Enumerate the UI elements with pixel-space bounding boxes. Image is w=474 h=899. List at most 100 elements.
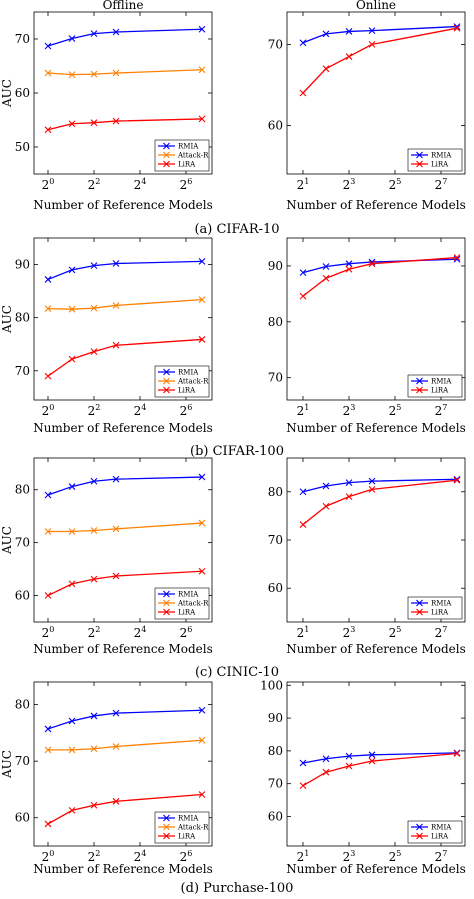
data-point-lira <box>44 126 52 134</box>
data-point-rmia <box>68 266 76 274</box>
subfigure-caption: (d) Purchase-100 <box>181 881 294 896</box>
x-tick-label: 26 <box>180 625 193 640</box>
x-tick-label: 21 <box>297 849 310 864</box>
data-point-lira <box>44 592 52 599</box>
data-point-rmia <box>198 257 206 265</box>
x-tick-label: 23 <box>343 177 356 192</box>
data-point-attack-r <box>44 305 52 313</box>
x-tick-label: 21 <box>297 625 310 640</box>
data-point-rmia <box>90 712 98 720</box>
x-axis-label: Number of Reference Models <box>33 421 213 435</box>
legend-marker <box>416 608 423 616</box>
y-tick-label: 80 <box>268 315 283 329</box>
x-tick-label: 20 <box>42 403 55 418</box>
data-point-attack-r <box>90 70 98 78</box>
legend-label: RMIA <box>431 600 452 608</box>
data-point-rmia <box>90 477 98 485</box>
legend-label: LiRA <box>431 833 449 841</box>
legend-label: RMIA <box>178 143 199 151</box>
y-tick-label: 70 <box>268 37 283 51</box>
data-point-rmia <box>68 717 76 725</box>
data-point-attack-r <box>44 69 52 77</box>
y-tick-label: 60 <box>268 809 283 823</box>
legend-marker <box>416 599 423 607</box>
data-point-attack-r <box>112 525 120 533</box>
data-point-attack-r <box>68 528 76 535</box>
data-point-lira <box>68 580 76 588</box>
data-point-lira <box>299 292 307 300</box>
x-tick-label: 26 <box>180 403 193 418</box>
data-point-rmia <box>322 482 330 490</box>
data-point-lira <box>90 119 98 127</box>
y-tick-label: 90 <box>268 259 283 273</box>
data-point-attack-r <box>112 302 120 309</box>
legend-marker <box>163 814 170 822</box>
data-point-lira <box>345 762 353 770</box>
legend-label: LiRA <box>178 833 196 841</box>
y-tick-label: 70 <box>15 536 30 550</box>
x-tick-label: 25 <box>389 625 402 640</box>
data-point-rmia <box>44 276 52 283</box>
x-tick-label: 25 <box>389 849 402 864</box>
data-point-rmia <box>368 477 376 485</box>
data-point-lira <box>198 567 206 575</box>
data-point-rmia <box>322 755 330 763</box>
data-point-rmia <box>112 709 120 717</box>
chart-panel: 70 80 90 20 22 24 26 Number of Reference Models… <box>0 237 213 435</box>
legend-marker <box>416 823 423 831</box>
plot-frame <box>33 457 213 623</box>
data-point-lira <box>198 791 206 798</box>
data-point-rmia <box>198 473 206 481</box>
legend-label: LiRA <box>178 609 196 617</box>
x-tick-label: 26 <box>180 849 193 864</box>
x-tick-label: 25 <box>389 177 402 192</box>
legend-marker <box>163 386 170 394</box>
data-point-rmia <box>44 491 52 499</box>
plot-frame <box>33 237 213 401</box>
legend-label: RMIA <box>431 378 452 386</box>
data-point-rmia <box>44 725 52 733</box>
legend-marker <box>163 608 170 616</box>
data-point-attack-r <box>198 66 206 74</box>
data-point-lira <box>44 820 52 828</box>
y-tick-label: 60 <box>15 811 30 825</box>
y-tick-label: 50 <box>15 140 30 154</box>
data-point-lira <box>112 797 120 805</box>
x-tick-label: 20 <box>42 177 55 192</box>
panel-title: Online <box>356 0 396 12</box>
data-point-rmia <box>299 488 307 496</box>
data-point-rmia <box>368 751 376 759</box>
x-tick-label: 22 <box>88 177 101 192</box>
y-tick-label: 80 <box>15 311 30 325</box>
legend-label: Attack-R <box>177 600 209 608</box>
x-tick-label: 24 <box>134 849 147 864</box>
x-tick-label: 27 <box>435 849 448 864</box>
y-axis-label: AUC <box>0 750 14 779</box>
data-point-lira <box>345 53 353 60</box>
x-tick-label: 26 <box>180 177 193 192</box>
data-point-lira <box>44 372 52 380</box>
data-point-lira <box>453 24 461 32</box>
legend-marker <box>416 377 423 385</box>
legend-marker <box>416 151 423 159</box>
y-axis-label: AUC <box>0 526 14 555</box>
x-tick-label: 27 <box>435 177 448 192</box>
data-point-attack-r <box>90 304 98 312</box>
y-tick-label: 60 <box>268 118 283 132</box>
legend-label: LiRA <box>178 387 196 395</box>
chart-panel: 60 70 80 21 23 25 27 Number of Reference Models… <box>268 457 466 656</box>
legend-label: RMIA <box>431 824 452 832</box>
legend-marker <box>416 386 423 394</box>
data-point-rmia <box>112 28 120 36</box>
subfigure-caption: (c) CINIC-10 <box>195 665 279 680</box>
data-point-attack-r <box>112 743 120 750</box>
series-line-lira <box>302 27 458 94</box>
data-point-lira <box>345 265 353 273</box>
data-point-lira <box>368 757 376 765</box>
legend-marker <box>163 151 170 159</box>
